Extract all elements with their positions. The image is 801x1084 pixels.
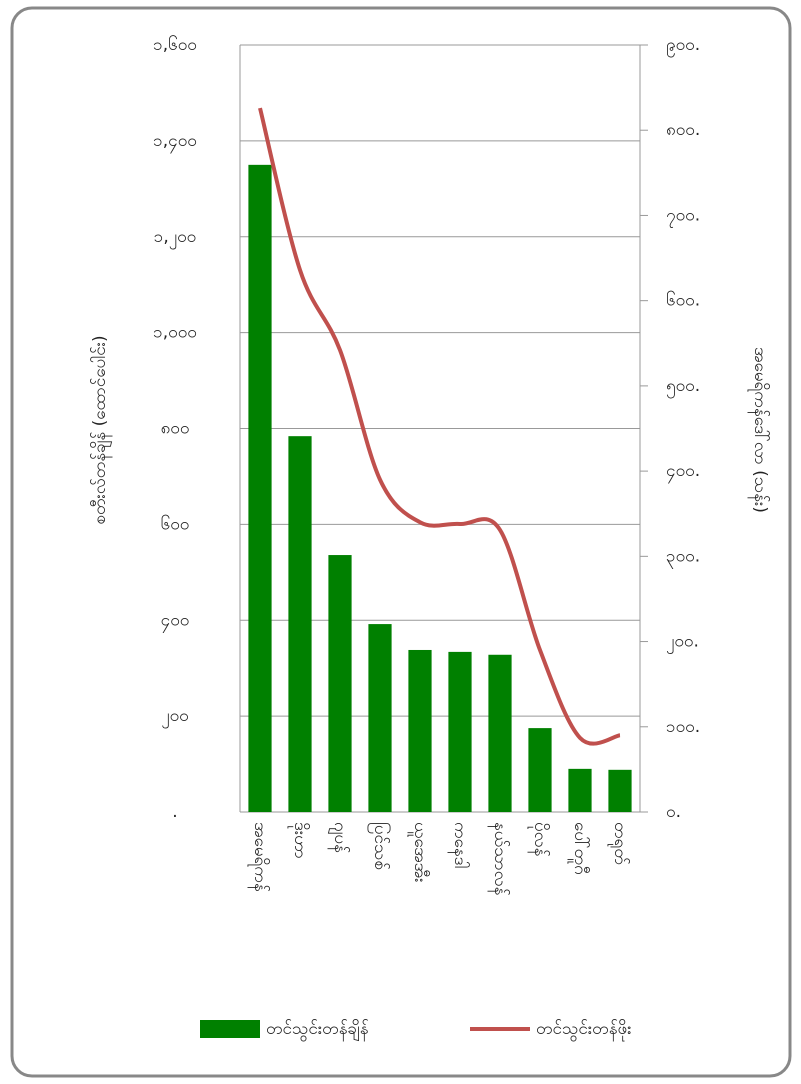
y-tick-label: ၁,၄၀၀ — [153, 131, 197, 154]
y-tick-label: ၁,၆၀၀ — [153, 34, 197, 55]
bar — [488, 654, 512, 812]
y-tick-label: ၈၀၀ — [161, 419, 190, 439]
y-axis-title: စတီးလ်တန်ချိန် (ထောင်ပေါင်း) — [89, 335, 113, 524]
bar — [448, 651, 472, 812]
line — [258, 107, 621, 746]
x-tick-label: ပိုလန် — [527, 822, 550, 856]
y-tick-label: ၆၀၀ — [161, 513, 190, 534]
x-tick-label: တရုတ် — [607, 822, 630, 865]
legend-label: တင်သွင်းတန်ချိန် — [266, 1019, 369, 1042]
y2-tick-label: ၆၀၀. — [666, 290, 700, 311]
x-tick-label: ယူအေအီး — [407, 822, 430, 883]
legend-swatch — [200, 1020, 260, 1038]
x-tick-label: ပေါ်တူဂီ — [567, 822, 591, 875]
y-tick-label: ၁,၂၀၀ — [154, 227, 196, 250]
bar — [568, 768, 592, 812]
y2-tick-label: ၀. — [666, 802, 681, 822]
y2-axis-title: အမေရိကန်ဒေါ်လာ (သန်း) — [747, 347, 771, 513]
y2-tick-label: ၈၀၀. — [666, 120, 700, 140]
bar — [408, 649, 432, 812]
x-tick-label: အမေရိကန် — [247, 822, 270, 892]
y-tick-label: ၁,၀၀၀ — [153, 323, 197, 343]
y2-tick-label: ၅၀၀. — [666, 376, 700, 399]
x-tick-label: ဂျပန် — [327, 822, 350, 853]
y2-tick-label: ၄၀၀. — [666, 461, 700, 484]
bar — [608, 769, 632, 812]
bar — [248, 164, 272, 812]
frame — [10, 6, 792, 1078]
y-tick-label: ၄၀၀ — [161, 610, 190, 633]
bar — [368, 624, 392, 812]
x-tick-label: ပြင်သစ် — [367, 822, 392, 870]
y2-tick-label: ၁၀၀. — [666, 717, 700, 737]
y2-tick-label: ၇၀၀. — [666, 205, 700, 228]
x-tick-label: နယ်သာလန် — [487, 822, 510, 895]
legend-label: တင်သွင်းတန်ဖိုး — [536, 1019, 632, 1042]
bar — [328, 555, 352, 812]
y-tick-label: ၂၀၀ — [161, 706, 188, 729]
bar — [288, 436, 312, 812]
x-tick-label: ကနေဒါ — [447, 822, 471, 868]
y2-tick-label: ၃၀၀. — [666, 546, 700, 569]
y2-tick-label: ၉၀၀. — [666, 35, 700, 58]
bar — [528, 728, 552, 812]
y-tick-label: . — [172, 802, 177, 822]
y2-tick-label: ၂၀၀. — [666, 632, 699, 655]
x-tick-label: ဒိုးဟာ — [287, 822, 310, 859]
